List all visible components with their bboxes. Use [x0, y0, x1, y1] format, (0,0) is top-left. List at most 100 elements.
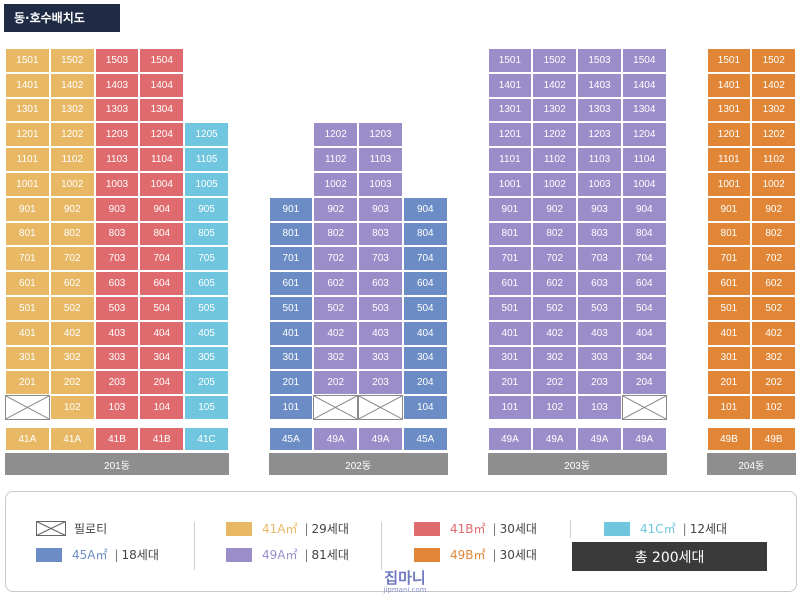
unit-cell: 1204	[621, 122, 667, 148]
unit-cell: 204	[621, 370, 667, 396]
unit-cell: 803	[94, 221, 140, 247]
legend: 필로티 45A㎡ | 18세대 41A㎡ | 29세대 49A㎡ | 81세대 …	[5, 491, 797, 592]
unit-cell: 1201	[487, 122, 533, 148]
legend-item-45a: 45A㎡ | 18세대	[36, 546, 159, 563]
unit-cell: 1402	[532, 72, 578, 98]
legend-swatch-45a	[36, 547, 62, 562]
unit-type-label: 41B	[94, 427, 140, 451]
unit-cell: 804	[402, 221, 448, 247]
unit-cell: 704	[621, 246, 667, 272]
unit-cell: 204	[402, 370, 448, 396]
unit-cell: 702	[49, 246, 95, 272]
legend-divider	[570, 520, 571, 538]
unit-cell: 503	[358, 296, 403, 321]
unit-cell: 502	[751, 296, 797, 321]
unit-cell: 902	[532, 196, 578, 222]
unit-cell: 504	[621, 296, 667, 321]
pilotis-icon	[622, 396, 666, 419]
unit-cell: 302	[751, 345, 797, 371]
unit-cell: 902	[313, 196, 359, 222]
unit-cell: 801	[5, 221, 50, 247]
unit-cell: 201	[268, 370, 314, 396]
unit-cell: 501	[268, 296, 314, 321]
unit-type-label: 41A	[5, 427, 50, 451]
legend-separator: |	[492, 547, 497, 562]
unit-cell: 1003	[94, 172, 140, 197]
unit-cell: 603	[94, 271, 140, 296]
legend-type-49b: 49B㎡	[450, 548, 486, 562]
unit-cell: 1401	[487, 72, 533, 98]
legend-count-41b: 30세대	[499, 522, 537, 536]
unit-cell: 205	[184, 370, 229, 396]
unit-cell: 301	[5, 345, 50, 371]
unit-cell: 701	[487, 246, 533, 272]
legend-count-49a: 81세대	[311, 548, 349, 562]
unit-cell: 1401	[5, 72, 50, 98]
watermark-main: 집마니	[384, 569, 426, 587]
unit-cell: 1302	[751, 97, 797, 123]
unit-cell: 303	[94, 345, 140, 371]
unit-cell: 101	[706, 395, 752, 420]
page-title: 동·호수배치도	[4, 4, 120, 32]
unit-cell: 703	[358, 246, 403, 272]
unit-cell: 1102	[313, 147, 359, 172]
unit-cell: 403	[94, 320, 140, 346]
unit-cell: 304	[621, 345, 667, 371]
unit-cell: 502	[49, 296, 95, 321]
unit-cell: 602	[532, 271, 578, 296]
pilotis-icon	[36, 521, 66, 536]
unit-cell: 303	[358, 345, 403, 371]
unit-cell: 602	[751, 271, 797, 296]
pilotis-icon	[359, 396, 402, 419]
unit-type-label: 45A	[268, 427, 314, 451]
unit-cell: 1003	[358, 172, 403, 197]
unit-cell: 704	[139, 246, 185, 272]
legend-separator: |	[492, 521, 497, 536]
unit-cell: 705	[184, 246, 229, 272]
unit-cell: 1403	[94, 72, 140, 98]
unit-cell: 801	[268, 221, 314, 247]
unit-cell: 405	[184, 320, 229, 346]
unit-cell: 1303	[577, 97, 622, 123]
unit-cell: 904	[139, 196, 185, 222]
building-label: 204동	[706, 453, 797, 475]
unit-cell: 403	[358, 320, 403, 346]
unit-cell: 301	[706, 345, 752, 371]
unit-cell: 401	[706, 320, 752, 346]
unit-cell: 1102	[49, 147, 95, 172]
unit-cell: 204	[139, 370, 185, 396]
unit-cell: 702	[532, 246, 578, 272]
unit-cell: 1503	[94, 48, 140, 73]
unit-type-label: 45A	[402, 427, 448, 451]
unit-type-label: 41C	[184, 427, 229, 451]
unit-cell: 802	[751, 221, 797, 247]
unit-cell: 505	[184, 296, 229, 321]
unit-cell: 1001	[706, 172, 752, 197]
unit-cell: 1302	[49, 97, 95, 123]
unit-cell: 302	[49, 345, 95, 371]
unit-cell: 803	[577, 221, 622, 247]
legend-swatch-49a	[226, 547, 252, 562]
unit-cell: 104	[402, 395, 448, 420]
unit-cell: 1101	[706, 147, 752, 172]
unit-cell: 1502	[49, 48, 95, 73]
unit-cell: 701	[5, 246, 50, 272]
unit-cell: 1402	[751, 72, 797, 98]
legend-swatch-49b	[414, 547, 440, 562]
unit-cell: 802	[313, 221, 359, 247]
unit-type-label: 49A	[313, 427, 359, 451]
unit-cell: 703	[577, 246, 622, 272]
unit-cell: 1501	[487, 48, 533, 73]
unit-cell: 1001	[487, 172, 533, 197]
unit-cell: 702	[313, 246, 359, 272]
unit-cell: 805	[184, 221, 229, 247]
unit-cell: 1004	[621, 172, 667, 197]
unit-type-label: 49A	[621, 427, 667, 451]
unit-cell: 305	[184, 345, 229, 371]
legend-swatch-41a	[226, 521, 252, 536]
unit-cell: 1403	[577, 72, 622, 98]
unit-cell: 503	[577, 296, 622, 321]
unit-cell: 1002	[49, 172, 95, 197]
legend-swatch-41c	[604, 521, 630, 536]
unit-cell: 502	[313, 296, 359, 321]
